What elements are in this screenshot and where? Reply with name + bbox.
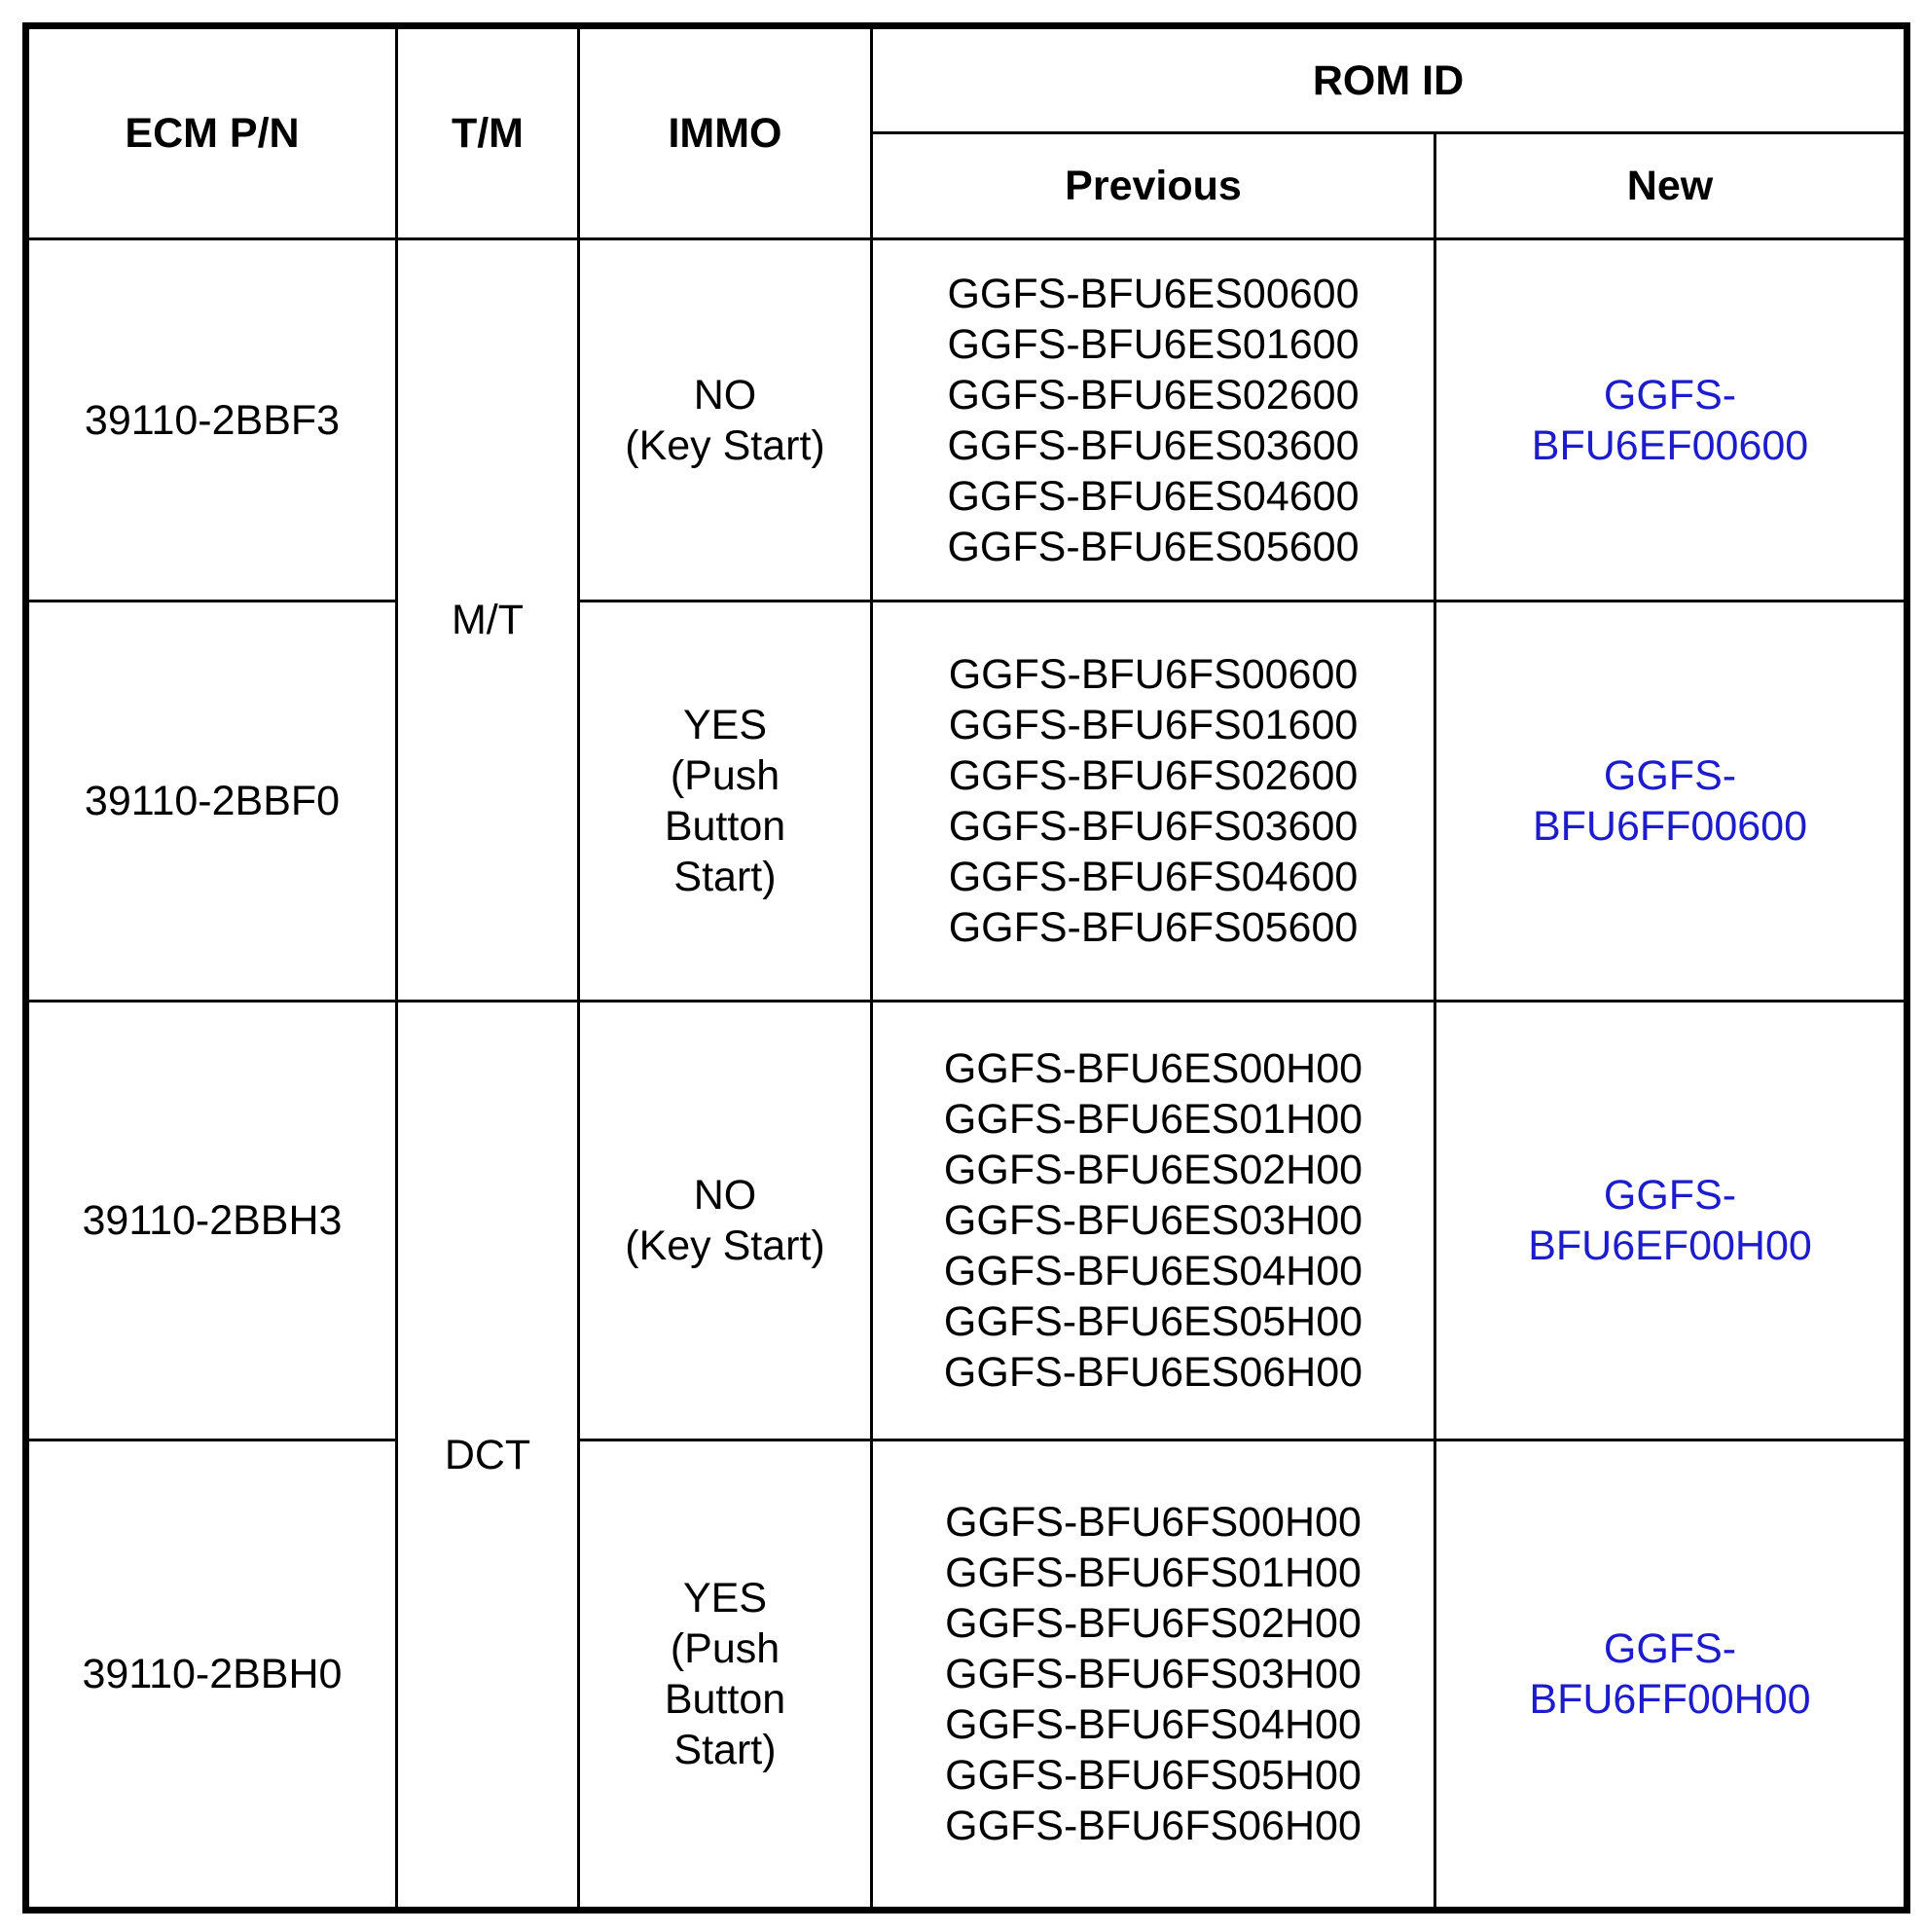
previous-rom-id-cell: GGFS-BFU6ES00H00 GGFS-BFU6ES01H00 GGFS-BFU…: [870, 1000, 1436, 1441]
new-rom-id-cell: GGFS- BFU6EF00600: [1434, 237, 1908, 602]
table-row: 39110-2BBF0 YES (Push Button Start) GGFS-BF…: [24, 600, 1908, 1002]
ecm-pn-cell: 39110-2BBH3: [24, 1000, 398, 1441]
table-row: 39110-2BBH3 DCT NO (Key Start) GGFS-BFU6E…: [24, 1000, 1908, 1912]
text-line: GGFS-BFU6FS04H00: [945, 1701, 1361, 1748]
tm-cell: M/T: [395, 237, 580, 1002]
immo-cell: YES (Push Button Start): [577, 1439, 873, 1912]
text-line: GGFS-BFU6FS05H00: [945, 1752, 1361, 1799]
text-line: GGFS-BFU6FS00H00: [945, 1499, 1361, 1546]
text-line: GGFS-: [1603, 1172, 1737, 1219]
text-line: GGFS-BFU6FS02600: [948, 752, 1359, 799]
text-line: Start): [673, 854, 777, 900]
text-line: GGFS-BFU6ES04600: [947, 472, 1360, 520]
text-line: GGFS-BFU6ES06H00: [943, 1349, 1363, 1396]
text-line: GGFS-BFU6FS01H00: [945, 1549, 1361, 1596]
text-line: GGFS-: [1603, 1625, 1737, 1672]
new-rom-id-cell: GGFS- BFU6EF00H00: [1434, 1000, 1908, 1441]
text-line: Button: [664, 803, 786, 850]
text-line: GGFS-BFU6ES01H00: [943, 1096, 1363, 1143]
text-line: GGFS-BFU6ES05600: [947, 523, 1360, 570]
ecm-pn-cell: 39110-2BBF0: [24, 600, 398, 1002]
text-line: (Key Start): [625, 1222, 825, 1269]
immo-cell: NO (Key Start): [577, 237, 873, 602]
table-row: 39110-2BBF3 M/T NO (Key Start) GGFS-BFU6E…: [24, 237, 1908, 1002]
text-line: BFU6FF00600: [1532, 803, 1808, 850]
text-line: Button: [664, 1676, 786, 1723]
new-rom-id-cell: GGFS- BFU6FF00600: [1434, 600, 1908, 1002]
text-line: BFU6EF00600: [1531, 421, 1809, 469]
immo-cell: NO (Key Start): [577, 1000, 873, 1441]
rom-id-table: ECM P/N T/M IMMO ROM ID Previous New 391…: [22, 22, 1910, 1914]
text-line: GGFS-BFU6FS00600: [948, 651, 1359, 698]
table-row: 39110-2BBH0 YES (Push Button Start) GGFS-BF…: [24, 1439, 1908, 1912]
text-line: (Push: [670, 1625, 780, 1672]
previous-rom-id-cell: GGFS-BFU6FS00H00 GGFS-BFU6FS01H00 GGFS-BFU…: [870, 1439, 1436, 1912]
text-line: GGFS-BFU6ES01600: [947, 320, 1360, 368]
text-line: GGFS-BFU6ES02H00: [943, 1147, 1363, 1193]
text-line: BFU6FF00H00: [1529, 1676, 1811, 1723]
text-line: GGFS-BFU6ES02600: [947, 371, 1360, 419]
text-line: GGFS-BFU6FS01600: [948, 702, 1359, 748]
ecm-pn-cell: 39110-2BBH0: [24, 1439, 398, 1912]
text-line: GGFS-BFU6ES05H00: [943, 1298, 1363, 1345]
text-line: GGFS-BFU6ES04H00: [943, 1248, 1363, 1294]
text-line: GGFS-BFU6FS03H00: [945, 1651, 1361, 1697]
header-new: New: [1434, 131, 1908, 240]
text-line: GGFS-: [1603, 371, 1737, 419]
text-line: NO: [693, 1172, 757, 1219]
header-rom-id: ROM ID: [870, 24, 1908, 134]
header-immo: IMMO: [577, 24, 873, 240]
tm-cell: DCT: [395, 1000, 580, 1912]
text-line: (Push: [670, 752, 780, 799]
header-ecm-pn: ECM P/N: [24, 24, 398, 240]
text-line: GGFS-BFU6FS03600: [948, 803, 1359, 850]
previous-rom-id-cell: GGFS-BFU6ES00600 GGFS-BFU6ES01600 GGFS-BFU…: [870, 237, 1436, 602]
text-line: YES: [682, 1575, 768, 1622]
text-line: GGFS-: [1603, 752, 1737, 799]
immo-cell: YES (Push Button Start): [577, 600, 873, 1002]
text-line: GGFS-BFU6FS02H00: [945, 1600, 1361, 1647]
ecm-pn-cell: 39110-2BBF3: [24, 237, 398, 602]
text-line: GGFS-BFU6FS06H00: [945, 1803, 1361, 1849]
text-line: GGFS-BFU6FS05600: [948, 904, 1359, 951]
new-rom-id-cell: GGFS- BFU6FF00H00: [1434, 1439, 1908, 1912]
header-tm: T/M: [395, 24, 580, 240]
text-line: GGFS-BFU6ES00H00: [943, 1045, 1363, 1092]
text-line: NO: [693, 371, 757, 419]
text-line: (Key Start): [625, 421, 825, 469]
text-line: BFU6EF00H00: [1528, 1222, 1812, 1269]
previous-rom-id-cell: GGFS-BFU6FS00600 GGFS-BFU6FS01600 GGFS-BFU…: [870, 600, 1436, 1002]
text-line: GGFS-BFU6ES03600: [947, 421, 1360, 469]
text-line: GGFS-BFU6ES03H00: [943, 1197, 1363, 1244]
text-line: YES: [682, 702, 768, 748]
text-line: GGFS-BFU6ES00600: [947, 270, 1360, 317]
text-line: Start): [673, 1727, 777, 1773]
header-previous: Previous: [870, 131, 1436, 240]
text-line: GGFS-BFU6FS04600: [948, 854, 1359, 900]
